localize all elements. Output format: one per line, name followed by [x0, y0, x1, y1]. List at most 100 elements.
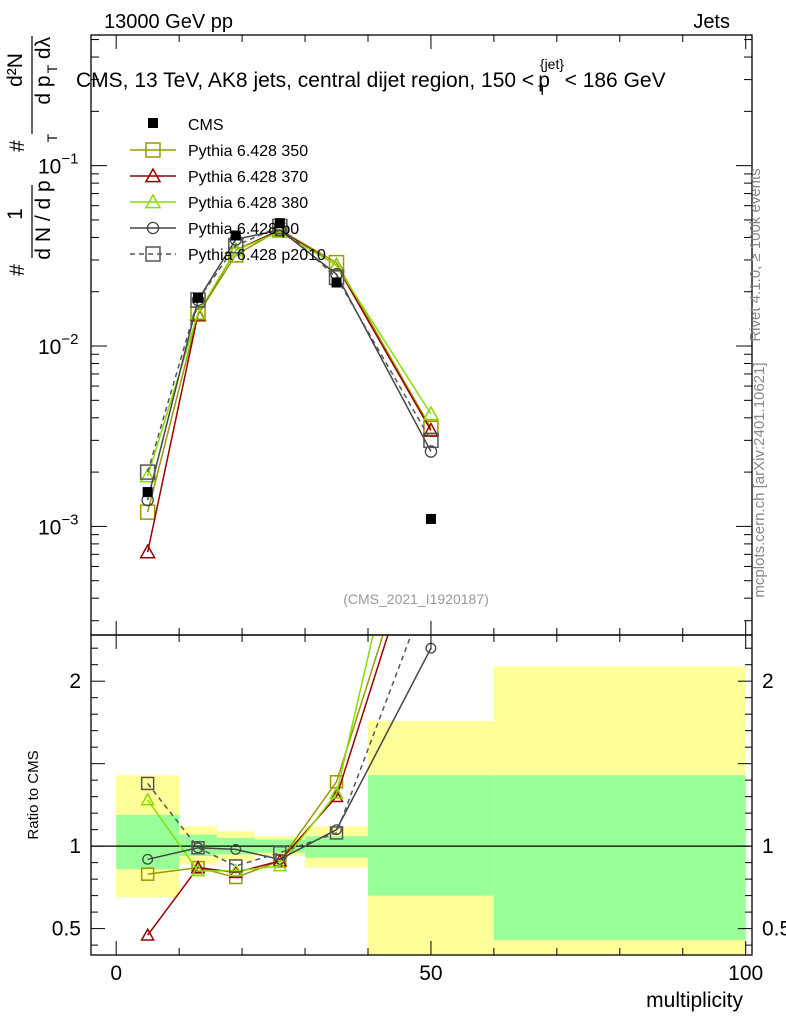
main-point-s0-0	[139, 504, 156, 520]
main-line-series-2	[146, 230, 432, 477]
main-line-series-1	[146, 229, 432, 553]
y-ratio-tick-label-left-1: 1	[69, 835, 81, 858]
y-ratio-tick-label-right-0: 0.5	[762, 918, 786, 941]
ratio-point-s4-5	[425, 576, 437, 588]
ratio-frame	[90, 634, 753, 956]
legend-marker-4	[145, 246, 161, 262]
y-main-tick-label-1: 10−2	[38, 331, 78, 359]
main-point-s4-0	[139, 464, 156, 480]
axis-ticks: 0 50 100 10−1 10−2 10−3 0.5 0.5 1 1 2 2	[38, 35, 786, 985]
x-tick-label-1: 50	[419, 962, 442, 985]
legend-label-cms: CMS	[188, 117, 224, 134]
legend: CMS Pythia 6.428 350 Pythia 6.428 370 Pythi…	[130, 117, 326, 264]
cms-data-point-2	[230, 230, 241, 241]
data-points-layer	[142, 218, 436, 524]
cms-data-point-0	[142, 487, 153, 498]
svg-text:#: #	[6, 140, 29, 152]
ratio-line-series-4	[147, 635, 412, 867]
ratio-point-s3-1	[192, 842, 204, 854]
title-suffix: < 186 GeV	[565, 69, 666, 92]
inner-band-4	[305, 836, 368, 858]
chart-title: CMS, 13 TeV, AK8 jets, central dijet reg…	[76, 56, 666, 98]
main-point-s0-4	[328, 254, 345, 271]
ratio-line-series-2	[147, 635, 374, 872]
ratio-line-series-0	[147, 635, 384, 879]
rivet-label: Rivet 4.1.0, ≥ 100k events	[747, 168, 764, 341]
svg-text:d N / d p: d N / d p	[32, 180, 55, 259]
uncertainty-bands	[91, 666, 752, 955]
title-sub: T	[538, 82, 547, 98]
analysis-watermark: (CMS_2021_I1920187)	[343, 591, 489, 607]
legend-marker-1	[144, 167, 162, 183]
cms-data-point-5	[425, 513, 436, 524]
main-point-s4-5	[423, 432, 439, 449]
ratio-point-s4-4	[329, 826, 344, 840]
ratio-line-series-1	[147, 635, 389, 936]
legend-marker-cms	[148, 118, 158, 128]
ratio-line-series-3	[147, 647, 432, 861]
legend-label-0: Pythia 6.428 350	[188, 143, 308, 160]
x-tick-label-0: 0	[110, 962, 122, 985]
main-point-s2-0	[139, 467, 156, 483]
ratio-point-s2-0	[140, 792, 155, 806]
legend-marker-2	[144, 193, 162, 209]
ratio-point-s0-5	[425, 477, 437, 489]
ratio-y-axis-label: Ratio to CMS	[25, 750, 42, 839]
ratio-series-layer	[140, 378, 437, 941]
svg-text:d²N: d²N	[4, 53, 27, 87]
title-sup: {jet}	[540, 56, 564, 72]
svg-text:T: T	[44, 133, 60, 142]
y-main-tick-label-0: 10−1	[38, 151, 78, 179]
ratio-point-s4-1	[191, 841, 205, 855]
title-p: p	[538, 69, 550, 92]
ratio-point-s4-2	[229, 859, 243, 873]
x-tick-label-2: 100	[728, 962, 763, 985]
main-point-s1-0	[139, 543, 156, 559]
inner-band-5	[367, 775, 494, 896]
main-point-s1-5	[422, 421, 440, 437]
y-ratio-tick-label-left-0: 0.5	[52, 918, 81, 941]
legend-label-2: Pythia 6.428 380	[188, 195, 308, 212]
ratio-point-s3-0	[142, 853, 154, 865]
svg-text:T: T	[44, 64, 60, 73]
y-ratio-tick-label-right-1: 1	[762, 835, 774, 858]
ratio-point-s1-0	[140, 927, 155, 941]
main-point-s3-5	[424, 445, 438, 458]
ratio-point-s0-0	[140, 867, 155, 881]
header-right: Jets	[693, 11, 730, 33]
y-main-tick-label-2: 10−3	[38, 511, 78, 539]
header-left: 13000 GeV pp	[104, 11, 233, 33]
ratio-point-s3-4	[331, 824, 342, 836]
main-point-s2-2	[227, 241, 245, 257]
plot-frames	[90, 34, 753, 956]
legend-label-4: Pythia 6.428 p2010	[188, 247, 326, 264]
main-point-s2-5	[422, 405, 440, 421]
cms-data-point-1	[193, 292, 204, 303]
ratio-point-s2-3	[272, 858, 288, 872]
cms-data-point-3	[274, 218, 285, 229]
legend-marker-3	[146, 221, 160, 235]
ratio-point-s4-3	[273, 845, 287, 860]
main-series-layer	[139, 218, 440, 559]
y-ratio-tick-label-right-2: 2	[762, 670, 774, 693]
ratio-point-s4-0	[140, 776, 155, 791]
ratio-point-s2-1	[190, 863, 206, 877]
ratio-point-s2-4	[329, 785, 344, 799]
ratio-point-s2-5	[425, 378, 437, 389]
main-y-axis-label: # 1 d N / d p T # d²N d p T dλ	[4, 36, 60, 276]
y-ratio-tick-label-left-2: 2	[69, 670, 81, 693]
main-line-series-3	[146, 229, 432, 501]
cms-data-point-4	[331, 277, 342, 288]
svg-text:dλ: dλ	[32, 36, 55, 59]
legend-label-3: Pythia 6.428 p0	[188, 221, 299, 238]
svg-text:1: 1	[4, 208, 27, 220]
ratio-point-s1-5	[425, 494, 437, 505]
ratio-point-s3-2	[230, 843, 242, 855]
svg-text:#: #	[6, 264, 29, 276]
legend-label-1: Pythia 6.428 370	[188, 169, 308, 186]
title-prefix: CMS, 13 TeV, AK8 jets, central dijet reg…	[76, 69, 534, 92]
inner-band-6	[493, 775, 746, 941]
mcplots-label: mcplots.cern.ch [arXiv:2401.10621]	[751, 362, 768, 597]
svg-text:d p: d p	[32, 75, 55, 104]
